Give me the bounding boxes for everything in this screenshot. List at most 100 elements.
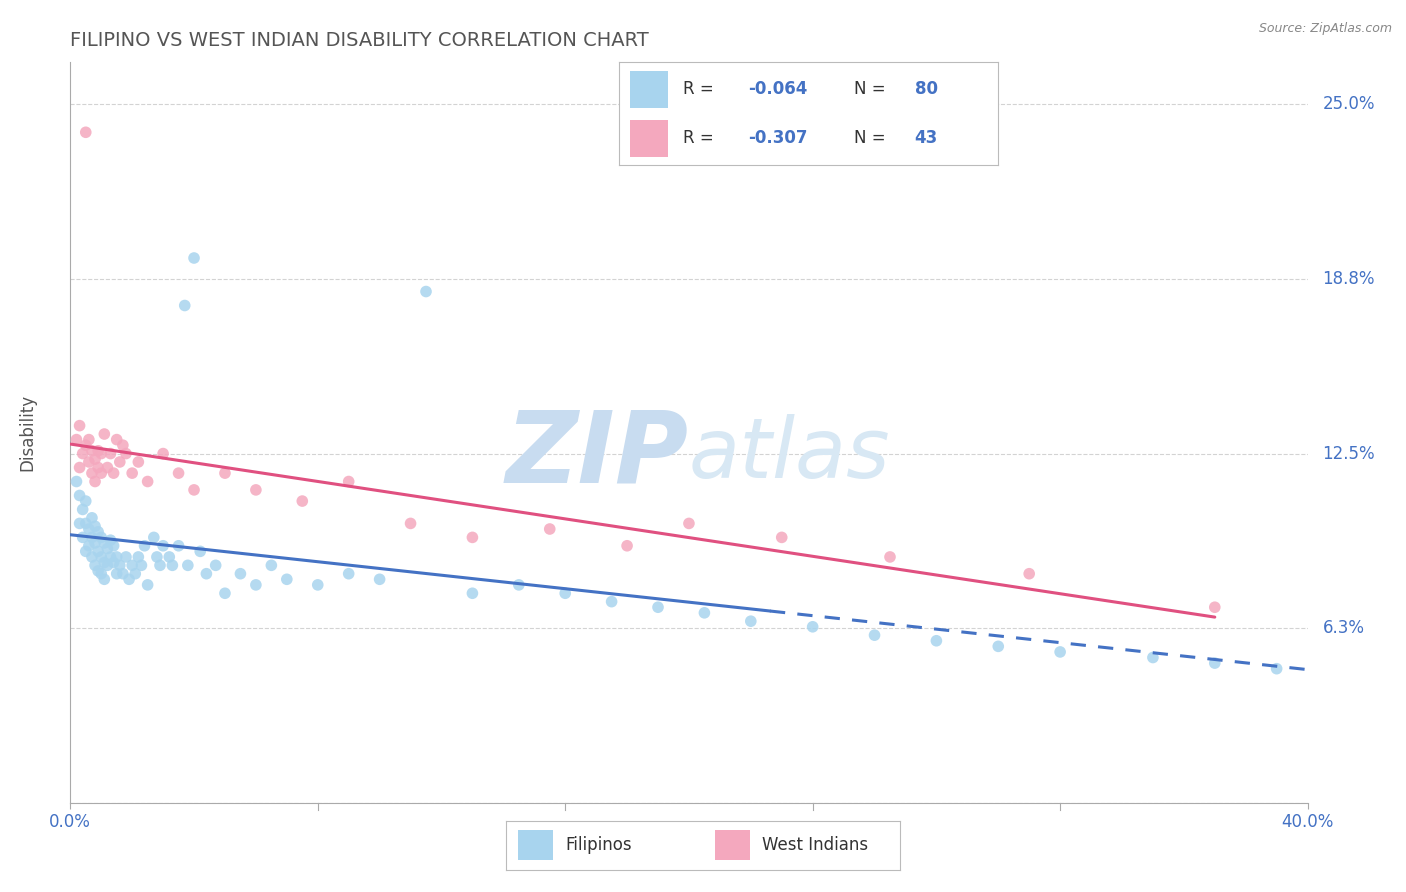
Point — [84, 475, 107, 489]
Text: N =: N = — [853, 129, 891, 147]
Point — [100, 549, 122, 564]
Bar — [714, 830, 751, 860]
Point — [693, 606, 716, 620]
Point — [103, 466, 125, 480]
Point — [87, 443, 110, 458]
Point — [245, 483, 267, 497]
Point — [72, 530, 94, 544]
Point — [75, 516, 97, 531]
Point — [115, 446, 138, 460]
Point — [260, 558, 283, 573]
Point — [307, 578, 329, 592]
Point — [152, 539, 174, 553]
Point — [337, 475, 360, 489]
Point — [204, 558, 226, 573]
Point — [84, 519, 107, 533]
Point — [1204, 600, 1226, 615]
Point — [337, 566, 360, 581]
Bar — [630, 120, 668, 157]
Point — [276, 572, 298, 586]
Point — [461, 530, 484, 544]
Point — [93, 572, 115, 586]
Text: -0.307: -0.307 — [748, 129, 807, 147]
Point — [75, 544, 97, 558]
Point — [87, 524, 110, 539]
Point — [69, 516, 91, 531]
Point — [115, 549, 138, 564]
Point — [105, 549, 128, 564]
Text: 12.5%: 12.5% — [1323, 444, 1375, 463]
Text: ZIP: ZIP — [506, 407, 689, 503]
Point — [96, 558, 118, 573]
Point — [127, 549, 149, 564]
Text: R =: R = — [683, 129, 720, 147]
Point — [188, 544, 211, 558]
Point — [131, 558, 153, 573]
Point — [146, 549, 169, 564]
Point — [84, 558, 107, 573]
Point — [162, 558, 184, 573]
Point — [87, 564, 110, 578]
Point — [1204, 656, 1226, 670]
Point — [1265, 662, 1288, 676]
Point — [108, 558, 131, 573]
Text: 25.0%: 25.0% — [1323, 95, 1375, 113]
Point — [127, 455, 149, 469]
Text: Disability: Disability — [18, 394, 37, 471]
Point — [80, 466, 103, 480]
Point — [600, 594, 623, 608]
Point — [65, 475, 87, 489]
Point — [167, 466, 190, 480]
Point — [461, 586, 484, 600]
Point — [90, 446, 112, 460]
Point — [678, 516, 700, 531]
Point — [105, 566, 128, 581]
Text: atlas: atlas — [689, 414, 890, 495]
Point — [863, 628, 886, 642]
Point — [75, 438, 97, 452]
Point — [157, 549, 180, 564]
Point — [111, 566, 134, 581]
Point — [75, 125, 97, 139]
Point — [214, 466, 236, 480]
Point — [103, 539, 125, 553]
Point — [118, 572, 141, 586]
Point — [195, 566, 218, 581]
Point — [399, 516, 422, 531]
Point — [80, 549, 103, 564]
Point — [72, 502, 94, 516]
Point — [616, 539, 638, 553]
Point — [87, 544, 110, 558]
Point — [183, 483, 205, 497]
Text: Source: ZipAtlas.com: Source: ZipAtlas.com — [1258, 22, 1392, 36]
Point — [987, 640, 1010, 654]
Point — [84, 452, 107, 467]
Point — [167, 539, 190, 553]
Point — [77, 455, 100, 469]
Point — [90, 466, 112, 480]
Point — [80, 443, 103, 458]
Point — [647, 600, 669, 615]
Point — [415, 285, 437, 299]
Point — [121, 558, 143, 573]
Point — [183, 251, 205, 265]
Bar — [517, 830, 554, 860]
Point — [77, 522, 100, 536]
Text: R =: R = — [683, 80, 720, 98]
Point — [100, 446, 122, 460]
Point — [177, 558, 200, 573]
Point — [229, 566, 252, 581]
Point — [291, 494, 314, 508]
Point — [740, 614, 762, 628]
Text: 6.3%: 6.3% — [1323, 619, 1364, 637]
Point — [75, 494, 97, 508]
Point — [69, 460, 91, 475]
Text: N =: N = — [853, 80, 891, 98]
Point — [87, 460, 110, 475]
Point — [93, 427, 115, 442]
Point — [111, 438, 134, 452]
Text: Filipinos: Filipinos — [565, 836, 631, 855]
Text: FILIPINO VS WEST INDIAN DISABILITY CORRELATION CHART: FILIPINO VS WEST INDIAN DISABILITY CORRE… — [70, 30, 650, 50]
Point — [136, 578, 159, 592]
Point — [93, 556, 115, 570]
